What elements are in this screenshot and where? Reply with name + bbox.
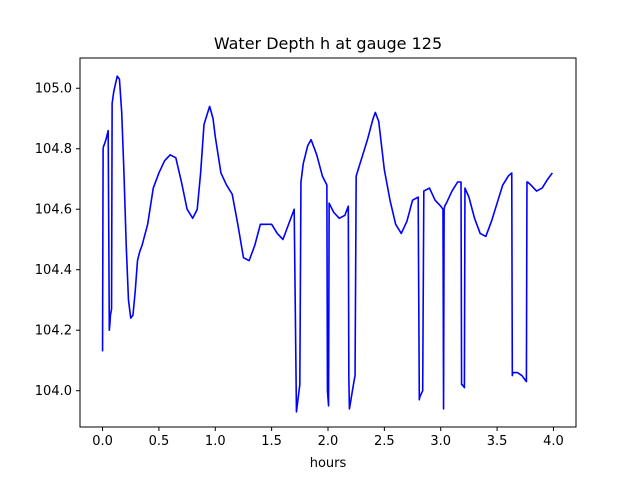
y-tick-label: 104.4 [35, 263, 72, 278]
y-tick-label: 104.8 [35, 142, 72, 157]
series-line-0 [101, 75, 553, 413]
y-tick-label: 104.2 [35, 324, 72, 339]
chart-title: Water Depth h at gauge 125 [214, 34, 442, 53]
y-tick-label: 105.0 [35, 82, 72, 97]
axes: 0.0 0.5 1.0 1.5 2.0 2.5 3.0 3.5 4.0 104.0 104.2 104… [35, 57, 577, 449]
x-tick-label: 1.5 [261, 434, 282, 449]
x-tick-label: 4.0 [543, 434, 564, 449]
x-axis-label: hours [310, 456, 347, 471]
x-tick-label: 1.0 [205, 434, 226, 449]
x-tick-label: 2.5 [374, 434, 395, 449]
x-tick-label: 3.5 [487, 434, 508, 449]
x-tick-label: 0.0 [92, 434, 113, 449]
y-tick-label: 104.0 [35, 384, 72, 399]
y-tick-label: 104.6 [35, 203, 72, 218]
x-tick-label: 2.0 [318, 434, 339, 449]
x-tick-label: 3.0 [430, 434, 451, 449]
plot-area [101, 75, 553, 413]
x-tick-label: 0.5 [149, 434, 170, 449]
